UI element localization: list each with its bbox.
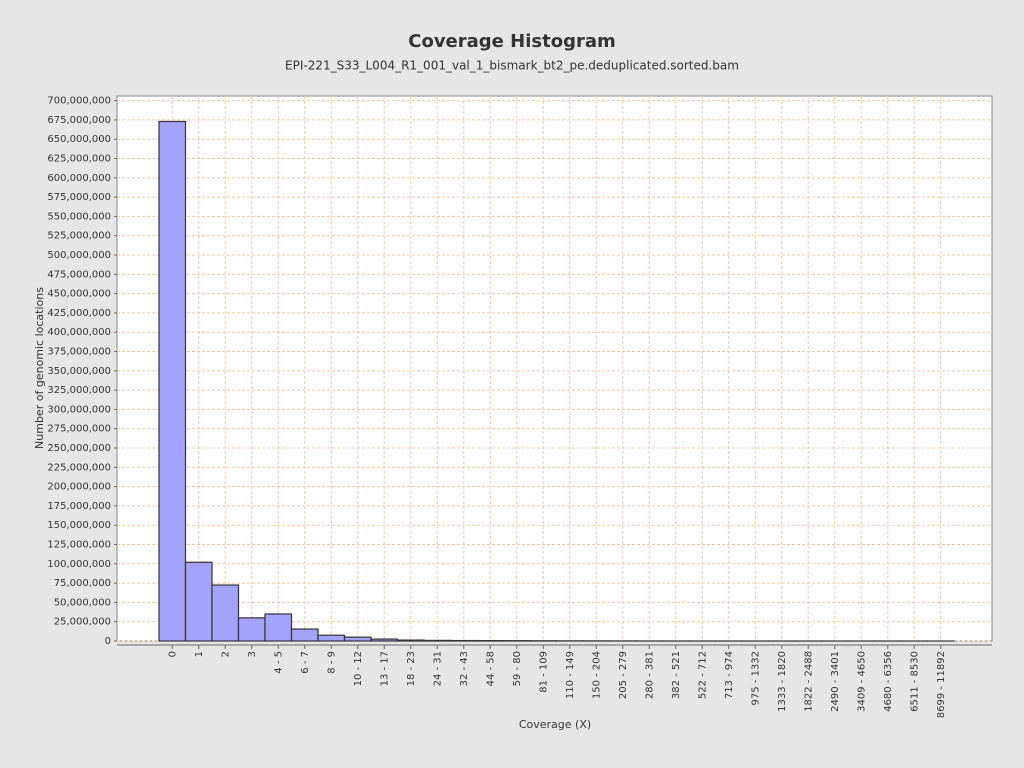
y-tick-label: 500,000,000: [47, 250, 111, 261]
y-tick-label: 275,000,000: [47, 424, 111, 435]
y-tick-label: 425,000,000: [47, 308, 111, 319]
chart-title: Coverage Histogram: [408, 31, 615, 52]
x-tick-label: 205 - 279: [618, 651, 629, 699]
y-tick-label: 225,000,000: [47, 462, 111, 473]
x-axis-label: Coverage (X): [519, 718, 591, 731]
x-tick-label: 44 - 58: [485, 651, 496, 686]
y-tick-label: 25,000,000: [54, 617, 111, 628]
y-tick-label: 300,000,000: [47, 404, 111, 415]
bar: [343, 636, 372, 642]
chart-subtitle: EPI-221_S33_L004_R1_001_val_1_bismark_bt…: [285, 59, 739, 73]
y-tick-label: 50,000,000: [54, 597, 111, 608]
x-tick-label: 4 - 5: [273, 651, 284, 674]
bar: [237, 617, 266, 642]
y-tick-label: 375,000,000: [47, 347, 111, 358]
bar: [211, 584, 240, 642]
x-tick-label: 4680 - 6356: [883, 651, 894, 712]
y-tick-label: 400,000,000: [47, 327, 111, 338]
x-tick-label: 3: [247, 651, 258, 657]
x-tick-label: 280 - 381: [644, 651, 655, 699]
x-tick-label: 110 - 149: [565, 651, 576, 699]
plot-area: [116, 95, 993, 642]
y-tick-label: 450,000,000: [47, 289, 111, 300]
y-tick-label: 0: [105, 636, 111, 647]
y-tick-label: 350,000,000: [47, 366, 111, 377]
x-tick-label: 13 - 17: [379, 651, 390, 686]
y-axis-label: Number of genomic locations: [33, 287, 46, 449]
x-tick-label: 1822 - 2488: [803, 651, 814, 712]
y-tick-label: 75,000,000: [54, 578, 111, 589]
x-tick-label: 713 - 974: [724, 651, 735, 699]
bar: [184, 561, 213, 642]
x-tick-label: 2490 - 3401: [830, 651, 841, 712]
bar: [317, 634, 346, 642]
y-tick-label: 125,000,000: [47, 540, 111, 551]
bar: [396, 639, 425, 642]
y-tick-label: 600,000,000: [47, 173, 111, 184]
x-tick-label: 6 - 7: [300, 651, 311, 674]
x-tick-label: 3409 - 4650: [856, 651, 867, 712]
y-tick-label: 175,000,000: [47, 501, 111, 512]
y-tick-label: 525,000,000: [47, 231, 111, 242]
y-tick-label: 475,000,000: [47, 269, 111, 280]
x-tick-label: 382 - 521: [671, 651, 682, 699]
x-tick-label: 10 - 12: [353, 651, 364, 686]
y-tick-label: 650,000,000: [47, 134, 111, 145]
x-tick-label: 975 - 1332: [750, 651, 761, 706]
x-tick-label: 2: [220, 651, 231, 657]
y-tick-label: 200,000,000: [47, 482, 111, 493]
x-tick-label: 150 - 204: [591, 651, 602, 699]
x-tick-label: 32 - 43: [459, 651, 470, 686]
x-tick-label: 1333 - 1820: [777, 651, 788, 712]
x-tick-label: 18 - 23: [406, 651, 417, 686]
x-tick-label: 8 - 9: [326, 651, 337, 674]
y-tick-label: 250,000,000: [47, 443, 111, 454]
y-tick-label: 575,000,000: [47, 192, 111, 203]
x-tick-label: 6511 - 8530: [909, 651, 920, 712]
y-tick-label: 625,000,000: [47, 154, 111, 165]
y-tick-label: 150,000,000: [47, 520, 111, 531]
x-tick-label: 0: [167, 651, 178, 657]
y-tick-label: 550,000,000: [47, 211, 111, 222]
x-tick-label: 24 - 31: [432, 651, 443, 686]
x-tick-label: 59 - 80: [512, 651, 523, 686]
y-tick-label: 325,000,000: [47, 385, 111, 396]
y-tick-label: 100,000,000: [47, 559, 111, 570]
bar: [264, 613, 293, 642]
x-tick-label: 81 - 109: [538, 651, 549, 693]
y-tick-label: 675,000,000: [47, 115, 111, 126]
bar: [423, 639, 452, 642]
x-tick-label: 522 - 712: [697, 651, 708, 699]
bar: [158, 120, 187, 642]
x-tick-label: 1: [194, 651, 205, 657]
x-tick-label: 8699 - 11892: [936, 651, 947, 718]
bar: [370, 638, 399, 642]
bar: [290, 628, 319, 642]
y-tick-label: 700,000,000: [47, 96, 111, 107]
